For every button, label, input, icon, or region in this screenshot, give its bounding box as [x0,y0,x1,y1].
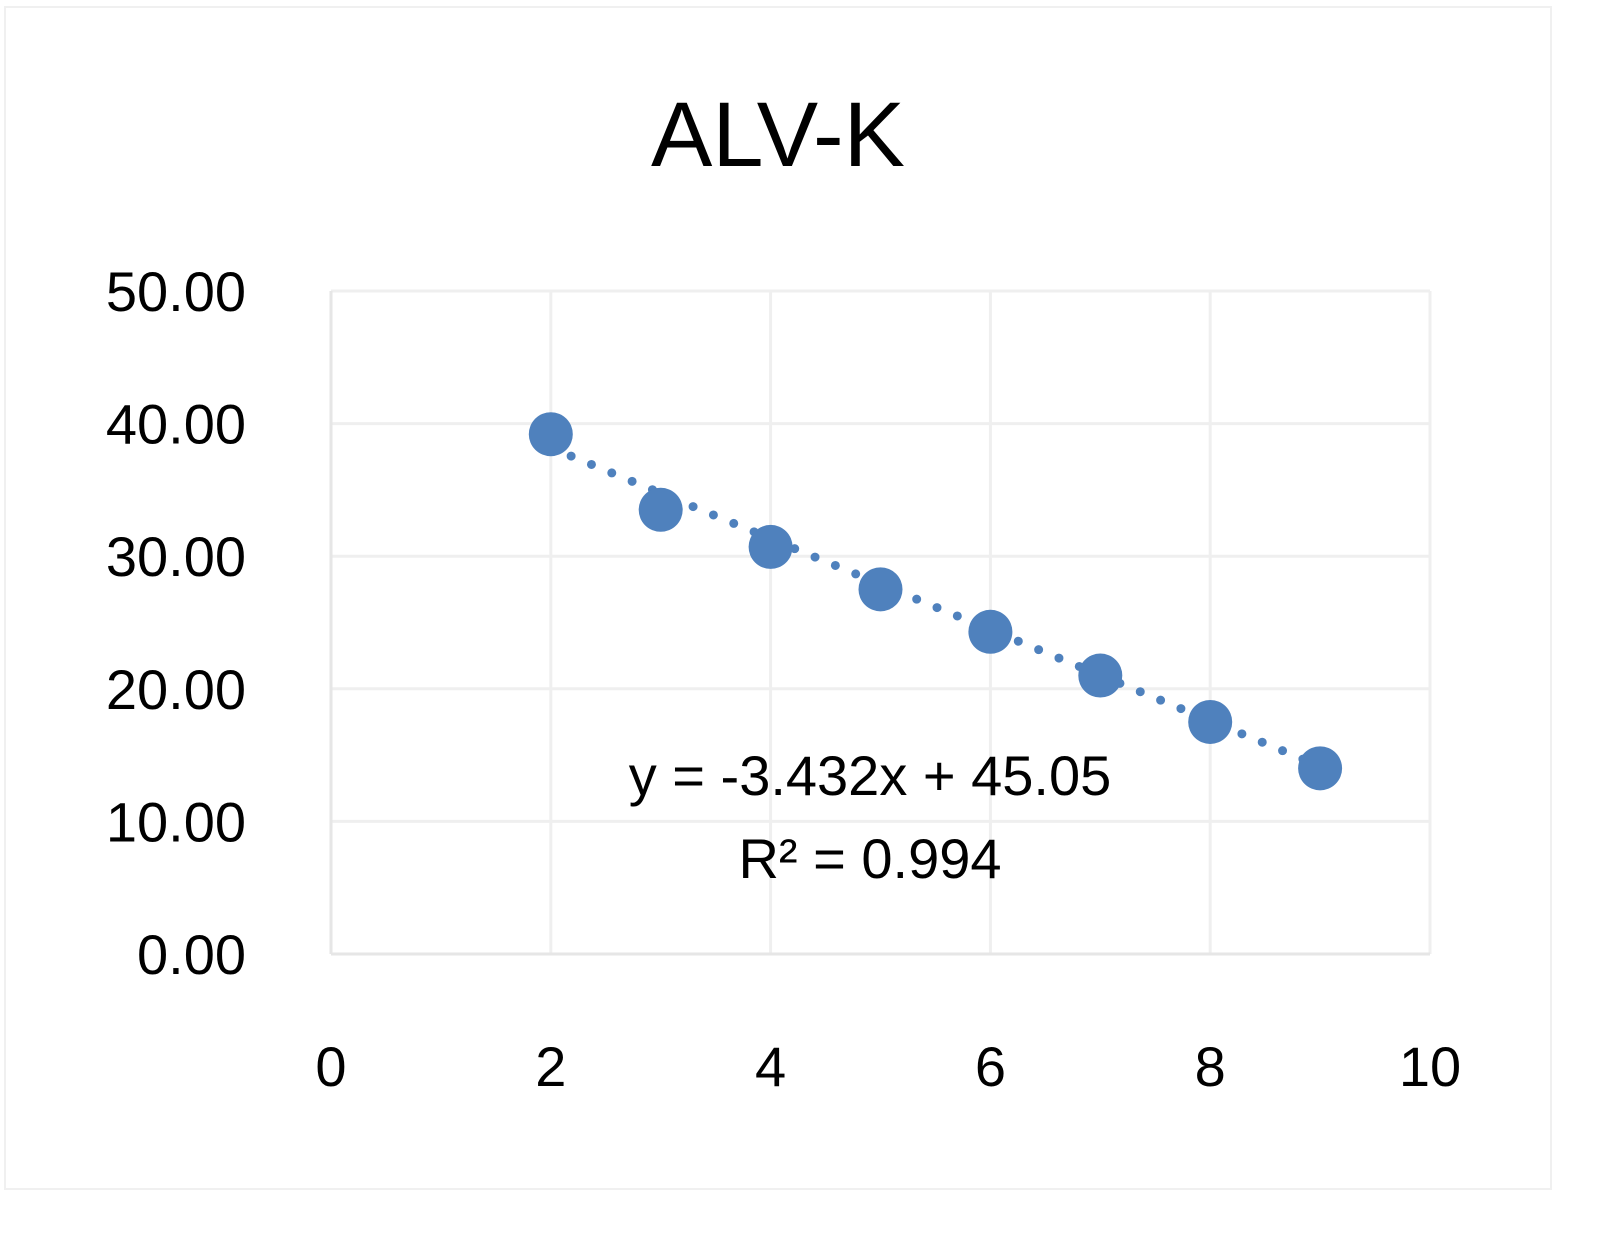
y-tick-label: 30.00 [106,525,246,588]
x-tick-label: 6 [975,1035,1006,1098]
data-points [528,412,1343,791]
x-tick-label: 2 [535,1035,566,1098]
x-tick-label: 4 [755,1035,786,1098]
y-tick-label: 10.00 [106,790,246,853]
y-tick-label: 40.00 [106,393,246,456]
tick-labels: 0.00 10.00 20.00 30.00 40.00 50.00 0 2 4 6 8 10 [106,260,1461,1098]
data-point [748,524,793,569]
trendline-r-squared: R² = 0.994 [738,827,1001,890]
x-tick-label: 8 [1195,1035,1226,1098]
trendline-equation: y = -3.432x + 45.05 [629,744,1112,807]
y-tick-label: 50.00 [106,260,246,323]
trendline-line [546,443,1325,771]
data-point [528,412,573,457]
data-point [968,609,1013,654]
trendline [546,443,1325,771]
axes [329,291,1430,956]
data-point [858,567,903,612]
x-tick-label: 0 [315,1035,346,1098]
data-point [1078,653,1123,698]
y-tick-label: 20.00 [106,658,246,721]
chart-frame [4,6,1552,1190]
data-point [1298,746,1343,791]
y-tick-label: 0.00 [137,923,246,986]
chart-title: ALV-K [651,84,905,186]
trendline-annotation: y = -3.432x + 45.05 R² = 0.994 [629,744,1112,890]
data-point [638,487,683,532]
data-point [1188,699,1233,744]
grid [331,289,1432,954]
x-tick-label: 10 [1399,1035,1461,1098]
